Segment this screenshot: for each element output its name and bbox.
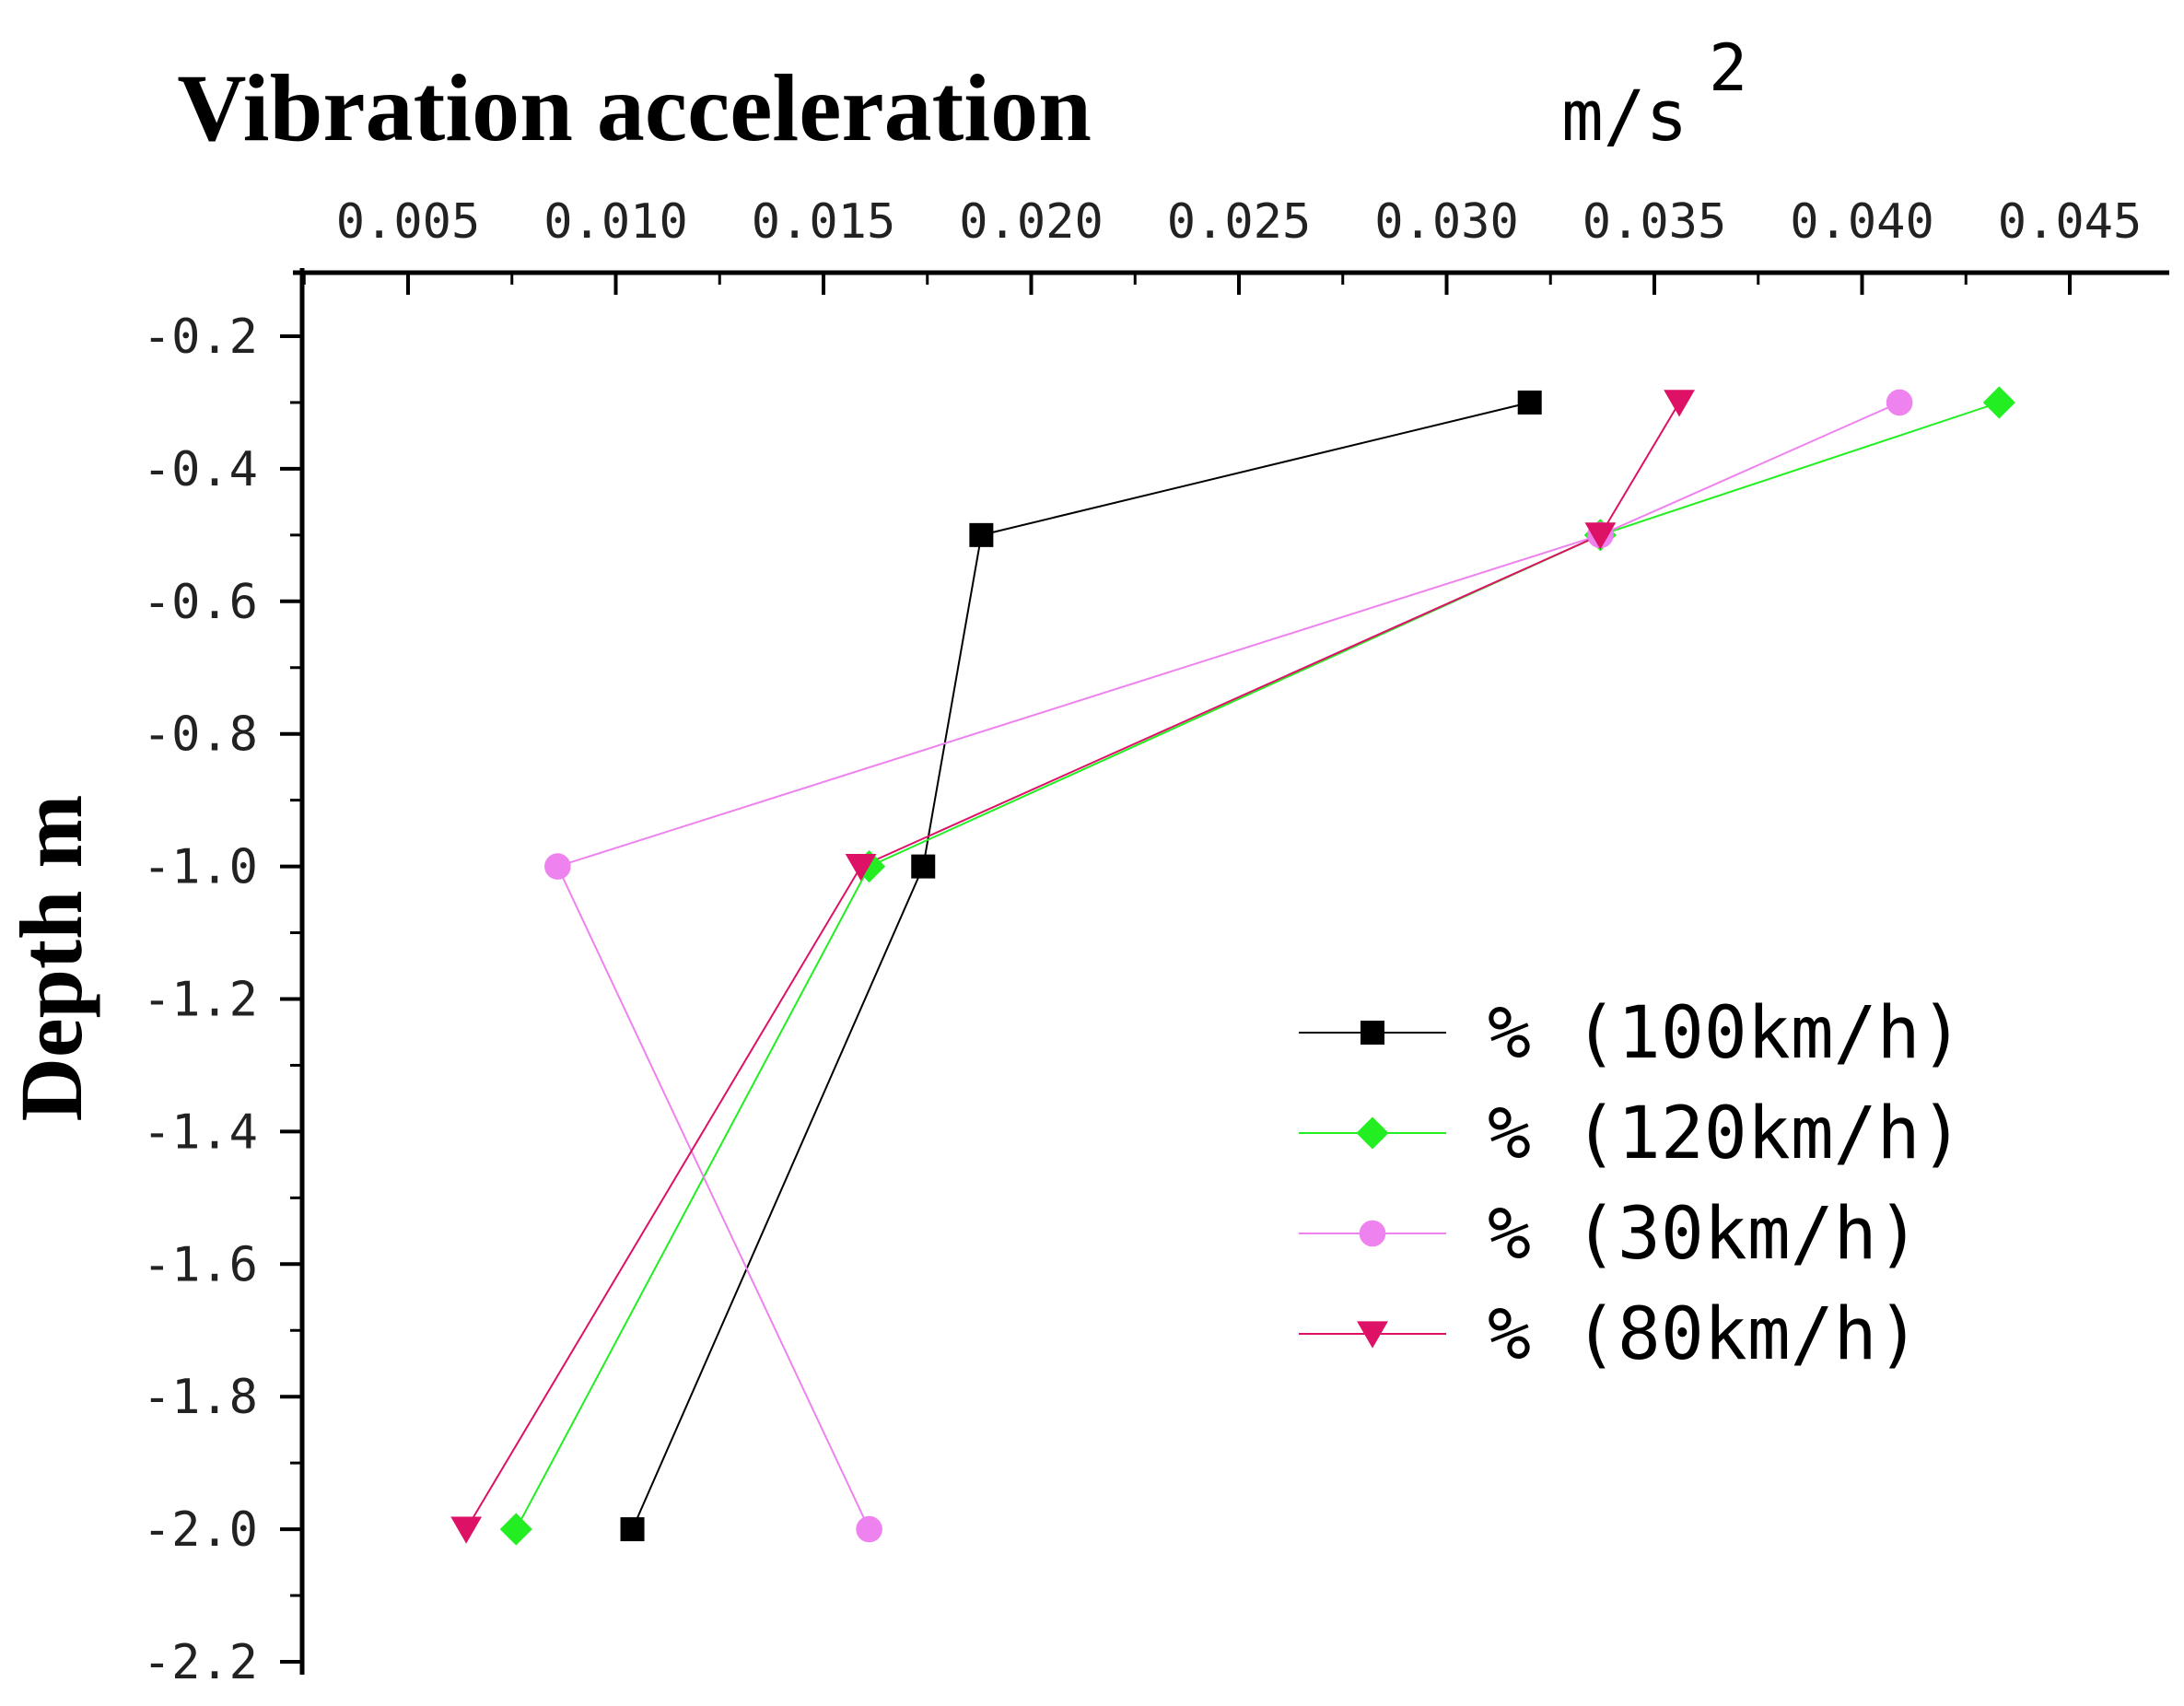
data-point	[1664, 390, 1695, 417]
x-tick-label: 0.030	[1374, 194, 1519, 250]
x-tick-label: 0.020	[959, 194, 1104, 250]
legend: % (100km/h) % (120km/h) % (30km/h) % (80km/…	[1299, 992, 1964, 1376]
data-point	[620, 1517, 645, 1542]
series-line-3	[465, 402, 1680, 1530]
y-tick-label: -1.2	[143, 973, 258, 1028]
x-tick-label: 0.010	[543, 194, 688, 250]
x-axis-ticks: 0.005 0.010 0.015 0.020 0.025 0.030 0.035 0.040…	[302, 194, 2143, 295]
data-point	[856, 1515, 882, 1543]
data-point	[544, 853, 571, 880]
y-tick-label: -1.6	[143, 1237, 258, 1292]
x-axis-unit-superscript: 2	[1709, 30, 1747, 106]
series-lines	[465, 401, 2000, 1530]
y-tick-label: -1.8	[143, 1370, 258, 1425]
y-tick-label: -2.0	[143, 1502, 258, 1558]
legend-marker	[1361, 1021, 1384, 1045]
y-tick-label: -0.8	[143, 707, 258, 763]
series-markers	[450, 386, 2015, 1546]
x-axis-title: Vibration acceleration	[177, 55, 1092, 161]
y-axis-title: Depth m	[2, 795, 100, 1122]
x-tick-label: 0.045	[1998, 194, 2143, 250]
data-point	[911, 854, 936, 879]
y-tick-label: -0.4	[143, 442, 258, 497]
x-tick-label: 0.040	[1790, 194, 1934, 250]
x-tick-label: 0.015	[752, 194, 896, 250]
data-point	[845, 853, 877, 882]
legend-marker	[1357, 1321, 1388, 1349]
data-point	[1886, 389, 1913, 416]
data-point	[450, 1516, 483, 1544]
y-tick-label: -0.2	[143, 310, 258, 365]
legend-label: % (30km/h)	[1488, 1193, 1921, 1276]
x-tick-label: 0.035	[1583, 194, 1727, 250]
series-line-2	[555, 402, 1900, 1530]
x-tick-label: 0.005	[336, 194, 481, 250]
series-line-1	[515, 402, 2000, 1530]
legend-marker	[1359, 1220, 1386, 1247]
legend-label: % (100km/h)	[1488, 992, 1964, 1075]
data-point	[1517, 390, 1542, 415]
data-point	[1982, 386, 2015, 419]
y-axis-ticks: -0.2 -0.4 -0.6 -0.8 -1.0 -1.2 -1.4 -1.6 -1.8 -2.0…	[143, 310, 302, 1690]
data-point	[1584, 522, 1617, 550]
y-tick-label: -1.0	[143, 840, 258, 895]
legend-label: % (80km/h)	[1488, 1293, 1921, 1376]
y-tick-label: -2.2	[143, 1635, 258, 1690]
x-axis-unit: m/s	[1561, 75, 1688, 157]
series-line-0	[631, 401, 1530, 1530]
y-tick-label: -0.6	[143, 575, 258, 630]
legend-label: % (120km/h)	[1488, 1093, 1964, 1175]
data-point	[969, 522, 994, 547]
x-tick-label: 0.025	[1167, 194, 1312, 250]
data-point	[499, 1513, 532, 1546]
y-tick-label: -1.4	[143, 1104, 258, 1160]
legend-marker	[1356, 1116, 1389, 1150]
